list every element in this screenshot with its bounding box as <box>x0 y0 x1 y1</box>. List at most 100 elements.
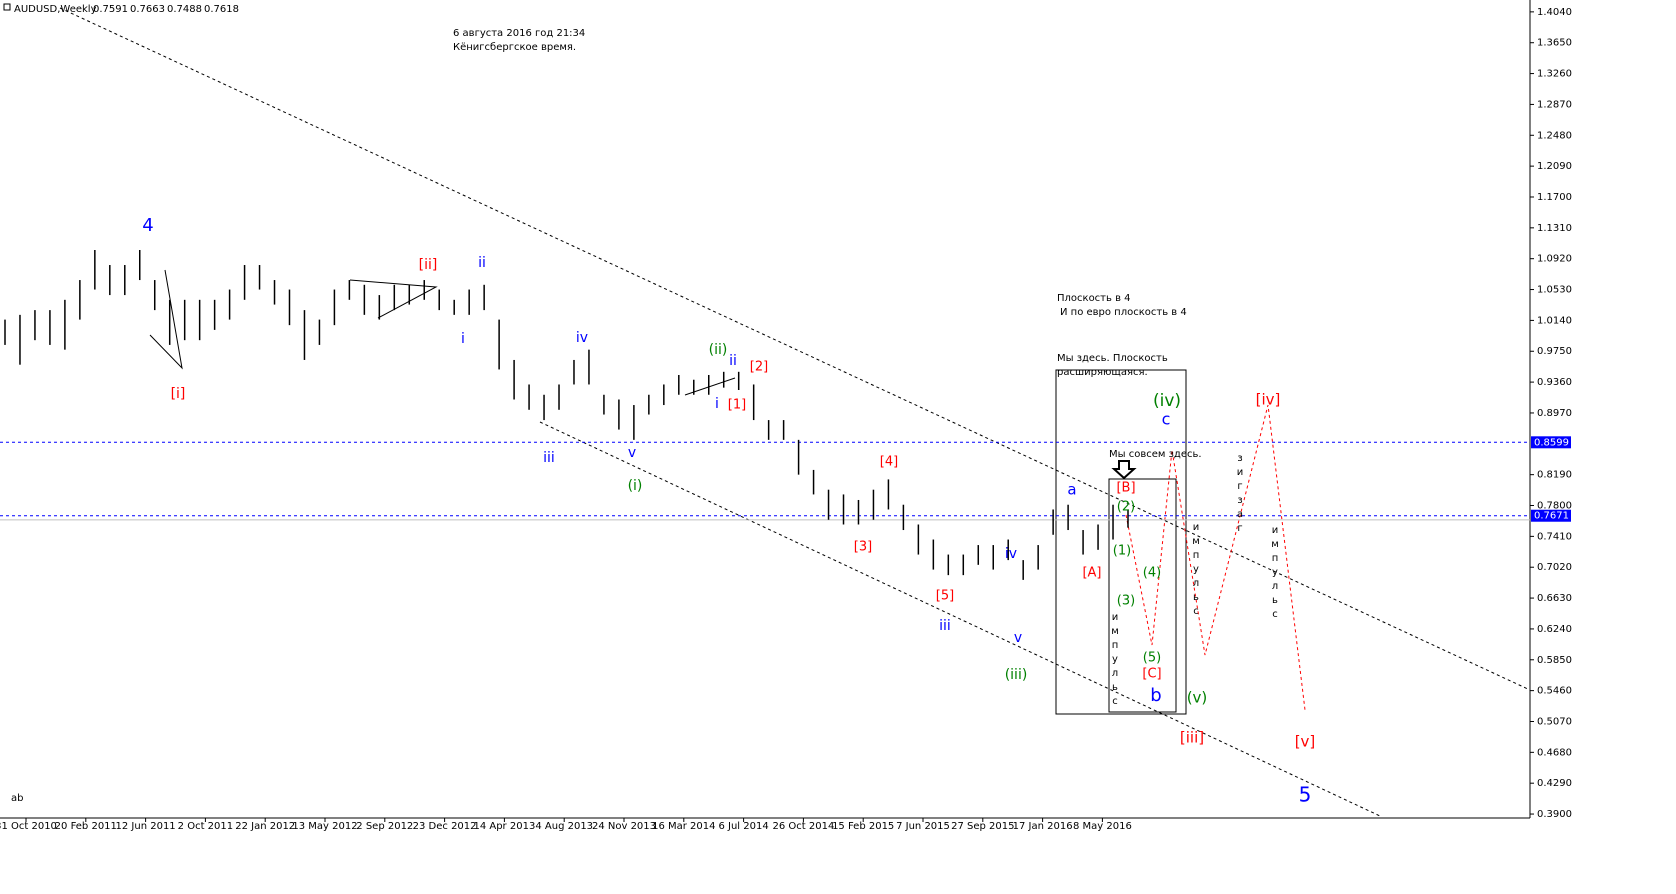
x-tick-label: 2 Oct 2011 <box>178 821 233 832</box>
x-tick-label: 13 May 2012 <box>292 821 357 832</box>
x-tick-label: 26 Oct 2014 <box>772 821 834 832</box>
y-tick-label: 0.5460 <box>1537 686 1572 697</box>
wave-label: ii <box>478 255 486 271</box>
y-tick-label: 1.0140 <box>1537 315 1572 326</box>
y-tick-label: 1.1310 <box>1537 223 1572 234</box>
wave-label: [iv] <box>1256 391 1281 409</box>
wave-label: 5 <box>1299 783 1312 807</box>
wave-label: (2) <box>1117 500 1135 515</box>
wave-label: (ii) <box>709 342 728 358</box>
icon <box>3 3 11 11</box>
wave-label: i <box>715 396 719 412</box>
x-tick-label: 20 Feb 2011 <box>55 821 117 832</box>
wave-label: (5) <box>1143 651 1161 666</box>
x-tick-label: 2 Sep 2012 <box>356 821 413 832</box>
note: И по евро плоскость в 4 <box>1060 307 1187 318</box>
trend-line <box>59 7 1531 691</box>
triangle-lines <box>349 279 438 319</box>
wave-label: (4) <box>1143 566 1161 581</box>
wave-label: 4 <box>142 215 153 236</box>
wave-label: [iii] <box>1180 729 1204 747</box>
y-tick-label: 1.3650 <box>1537 38 1572 49</box>
wave-label: b <box>1150 685 1161 706</box>
wave-label: c <box>1162 410 1171 429</box>
price-label-bg <box>1531 509 1571 522</box>
price-label: 0.7671 <box>1534 511 1569 522</box>
header-value: 0.7591 <box>93 4 128 15</box>
wave-label: [i] <box>171 386 186 402</box>
y-tick-label: 1.2090 <box>1537 161 1572 172</box>
note: расширяющаяся. <box>1057 367 1148 378</box>
wave-label: iii <box>543 450 555 466</box>
note: Плоскость в 4 <box>1057 293 1131 304</box>
arrow <box>1111 460 1137 480</box>
wave-label: v <box>628 445 636 461</box>
y-tick-label: 0.3900 <box>1537 809 1572 820</box>
x-tick-label: 7 Jun 2015 <box>896 821 950 832</box>
y-tick-label: 0.8190 <box>1537 470 1572 481</box>
y-tick-label: 0.8970 <box>1537 408 1572 419</box>
wave-label: (iii) <box>1005 667 1028 683</box>
note: Мы здесь. Плоскость <box>1057 353 1168 364</box>
x-tick-label: 17 Jan 2016 <box>1013 821 1073 832</box>
y-tick-label: 0.9360 <box>1537 377 1572 388</box>
wave-label: [5] <box>936 589 954 604</box>
wave-label: [1] <box>728 398 746 413</box>
y-tick-label: 0.9750 <box>1537 346 1572 357</box>
wave-label: iv <box>1005 546 1017 562</box>
y-tick-label: 1.4040 <box>1537 7 1572 18</box>
note: Мы совсем здесь. <box>1109 449 1202 460</box>
triangle-lines <box>149 269 183 370</box>
wave-label: iii <box>939 618 951 634</box>
wave-label: [2] <box>750 360 768 375</box>
x-tick-label: 23 Dec 2012 <box>413 821 477 832</box>
y-tick-label: 1.2870 <box>1537 99 1572 110</box>
wave-label: (v) <box>1187 689 1208 707</box>
wave-label: i <box>461 331 465 347</box>
chart-title: AUDUSD,Weekly <box>14 4 97 15</box>
wave-label: [3] <box>854 540 872 555</box>
x-tick-label: 24 Nov 2013 <box>592 821 656 832</box>
wave-label: (3) <box>1117 594 1135 609</box>
x-tick-label: 8 May 2016 <box>1073 821 1132 832</box>
price-label: 0.8599 <box>1534 437 1569 448</box>
x-tick-label: 12 Jun 2011 <box>116 821 176 832</box>
subtitle: Кёнигсбергское время. <box>453 42 576 53</box>
x-tick-label: 15 Feb 2015 <box>832 821 894 832</box>
y-tick-label: 1.0530 <box>1537 285 1572 296</box>
y-tick-label: 0.4290 <box>1537 778 1572 789</box>
header-value: 0.7488 <box>167 4 202 15</box>
y-tick-label: 1.0920 <box>1537 254 1572 265</box>
x-tick-label: 31 Oct 2010 <box>0 821 57 832</box>
y-tick-label: 0.4680 <box>1537 747 1572 758</box>
subtitle: 6 августа 2016 год 21:34 <box>453 28 585 39</box>
y-tick-label: 0.7800 <box>1537 501 1572 512</box>
price-label-bg <box>1531 436 1571 449</box>
y-tick-label: 0.5070 <box>1537 716 1572 727</box>
trend-line <box>539 421 1381 817</box>
wave-label: [A] <box>1082 566 1101 581</box>
projection <box>1125 404 1306 711</box>
wave-label: v <box>1014 630 1022 646</box>
box <box>1055 369 1187 715</box>
wave-label: (iv) <box>1153 391 1181 411</box>
x-tick-label: 22 Jan 2012 <box>235 821 295 832</box>
y-tick-label: 0.6630 <box>1537 593 1572 604</box>
wave-label: a <box>1067 481 1076 499</box>
box <box>1108 478 1177 713</box>
header-value: 0.7618 <box>204 4 239 15</box>
y-tick-label: 0.6240 <box>1537 624 1572 635</box>
wave-label: iv <box>576 330 588 346</box>
drawings <box>59 7 1531 817</box>
note: ab <box>11 793 23 804</box>
x-tick-label: 27 Sep 2015 <box>951 821 1014 832</box>
x-tick-label: 14 Apr 2013 <box>473 821 535 832</box>
x-tick-label: 4 Aug 2013 <box>535 821 593 832</box>
wave-label: [B] <box>1116 481 1135 496</box>
